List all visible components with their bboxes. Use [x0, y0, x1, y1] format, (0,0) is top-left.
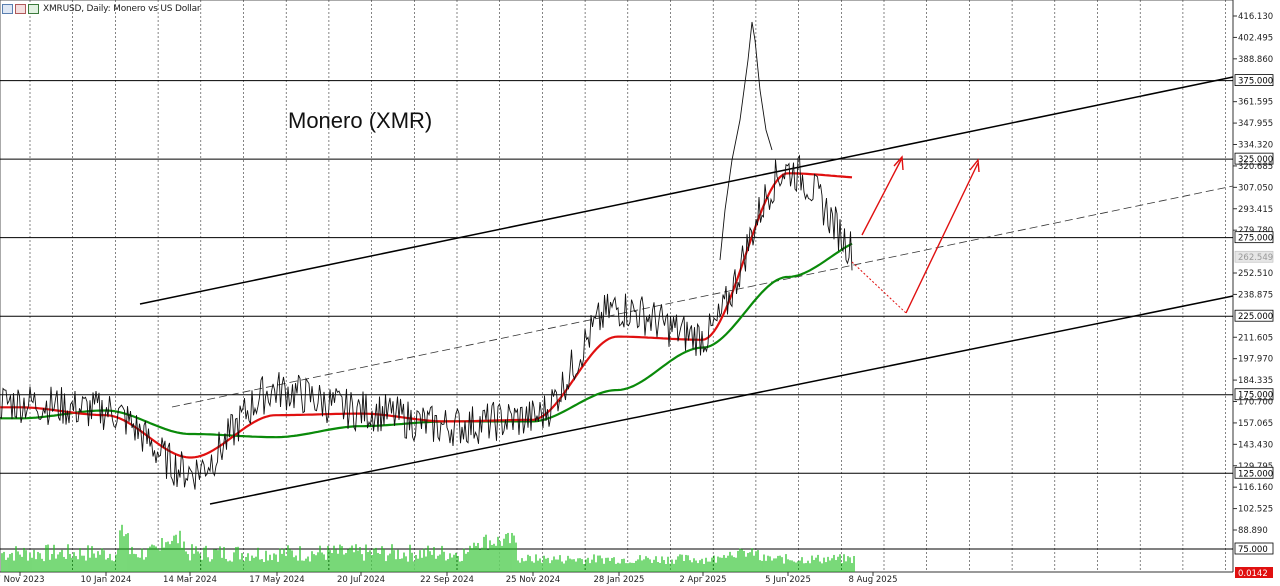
y-tick-label: 252.510 — [1238, 269, 1273, 279]
price-level-badge — [1234, 309, 1274, 322]
channel-upper-line[interactable] — [139, 76, 1234, 305]
price-level-label: 175.000 — [1238, 391, 1273, 401]
y-tick-label: 88.890 — [1238, 526, 1268, 536]
x-tick-label: 20 Jul 2024 — [337, 575, 385, 585]
y-tick-label: 157.065 — [1238, 419, 1273, 429]
price-scale-panel — [1233, 0, 1280, 586]
x-tick-label: 7 Nov 2023 — [0, 575, 45, 585]
y-tick-label: 293.415 — [1238, 205, 1273, 215]
y-tick-label: 238.875 — [1238, 290, 1273, 300]
y-tick-label: 388.860 — [1238, 55, 1273, 65]
y-tick-label: 197.970 — [1238, 355, 1273, 365]
price-level-label: 275.000 — [1238, 234, 1273, 244]
y-tick-label: 170.700 — [1238, 398, 1273, 408]
projection-arrowhead-short — [893, 155, 904, 171]
y-tick-label: 279.780 — [1238, 226, 1273, 236]
channel-lower-line[interactable] — [209, 295, 1234, 505]
chart-annotation-title: Monero (XMR) — [288, 108, 433, 133]
ma-fast-line[interactable] — [0, 172, 853, 459]
chart-type-icon[interactable] — [15, 4, 26, 14]
price-level-label: 225.000 — [1238, 312, 1273, 322]
x-tick-label: 2 Apr 2025 — [679, 575, 726, 585]
x-tick-label: 28 Jan 2025 — [594, 575, 645, 585]
y-tick-label: 416.130 — [1238, 12, 1273, 22]
price-level-label: 325.000 — [1238, 155, 1273, 165]
projection-arrow-long — [905, 162, 979, 314]
symbol-title: XMRUSD, Daily: Monero vs US Dollar — [43, 4, 201, 14]
x-tick-label: 14 Mar 2024 — [163, 575, 217, 585]
y-tick-label: 211.605 — [1238, 333, 1273, 343]
volume-value-label: 0.0142 — [1238, 569, 1268, 579]
volume-value-badge — [1235, 567, 1273, 578]
x-tick-label: 22 Sep 2024 — [420, 575, 474, 585]
price-level-badge — [1234, 74, 1274, 87]
current-price-label: 262.549 — [1238, 253, 1273, 263]
price-line[interactable] — [0, 154, 853, 490]
plot-frame — [0, 0, 1234, 573]
y-tick-label: 334.320 — [1238, 141, 1273, 151]
channel-mid-line[interactable] — [171, 185, 1234, 408]
y-tick-label: 102.525 — [1238, 505, 1273, 515]
x-tick-label: 17 May 2024 — [249, 575, 304, 585]
y-tick-label: 320.685 — [1238, 162, 1273, 172]
x-tick-label: 5 Jun 2025 — [765, 575, 811, 585]
y-tick-label: 402.495 — [1238, 33, 1273, 43]
price-level-badge — [1234, 542, 1274, 555]
indicator-icon[interactable] — [28, 4, 39, 14]
price-level-badge — [1234, 231, 1274, 244]
price-level-label: 375.000 — [1238, 77, 1273, 87]
price-level-label: 125.000 — [1238, 469, 1273, 479]
price-level-label: 75.000 — [1238, 545, 1268, 555]
projection-arrowhead-long — [969, 158, 980, 173]
ma-slow-line[interactable] — [0, 242, 853, 439]
current-price-badge — [1234, 250, 1274, 263]
window-icon[interactable] — [2, 4, 13, 14]
y-tick-label: 361.595 — [1238, 98, 1273, 108]
y-tick-label: 184.335 — [1238, 376, 1273, 386]
chart-header: XMRUSD, Daily: Monero vs US Dollar — [0, 0, 201, 18]
price-level-badge — [1234, 152, 1274, 165]
y-tick-label: 143.430 — [1238, 440, 1273, 450]
y-tick-label: 116.160 — [1238, 483, 1273, 493]
x-tick-label: 10 Jan 2024 — [81, 575, 132, 585]
price-level-badge — [1234, 466, 1274, 479]
x-tick-label: 25 Nov 2024 — [506, 575, 560, 585]
y-tick-label: 129.795 — [1238, 462, 1273, 472]
y-tick-label: 347.955 — [1238, 119, 1273, 129]
x-tick-label: 8 Aug 2025 — [848, 575, 897, 585]
price-spike — [719, 21, 773, 261]
y-tick-label: 307.050 — [1238, 183, 1273, 193]
projection-arrow-short — [861, 157, 903, 236]
price-level-badge — [1234, 388, 1274, 401]
projection-dotted-line — [851, 261, 907, 314]
